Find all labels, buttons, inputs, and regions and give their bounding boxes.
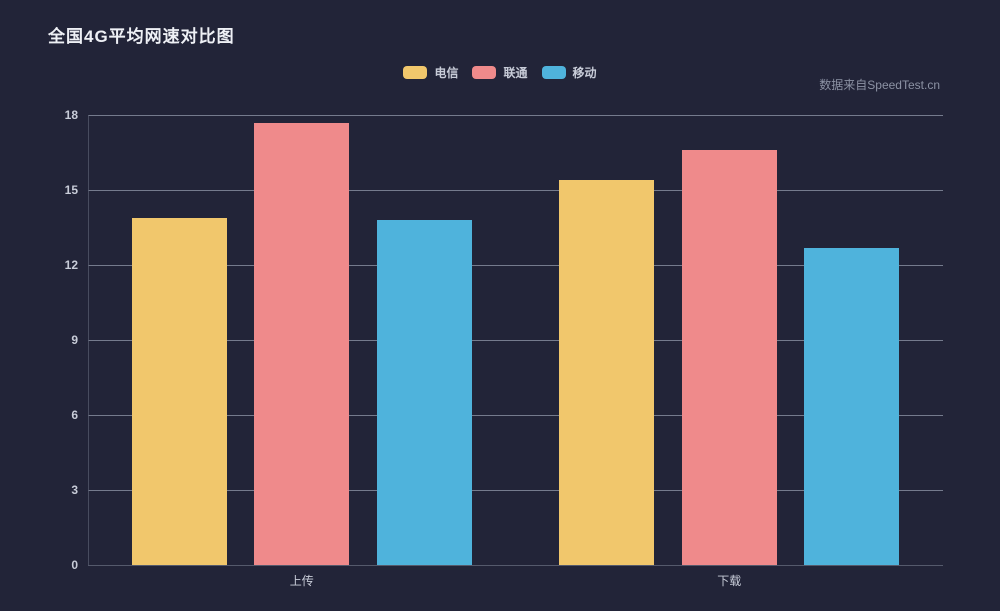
- x-axis-tick-label: 下载: [717, 574, 742, 588]
- bar-电信-下载: [559, 180, 655, 565]
- legend-item-联通[interactable]: 联通: [472, 64, 528, 81]
- y-axis-tick-label: 15: [64, 183, 78, 197]
- gridline-y12: [88, 265, 943, 266]
- legend-item-移动[interactable]: 移动: [541, 64, 597, 81]
- bar-联通-上传: [254, 122, 350, 565]
- y-axis-tick-label: 18: [64, 108, 78, 122]
- legend-item-label: 移动: [572, 66, 597, 80]
- bar-电信-上传: [131, 217, 227, 565]
- y-axis-tick-label: 0: [71, 558, 78, 572]
- y-axis-tick-label: 9: [71, 333, 78, 347]
- legend-item-电信[interactable]: 电信: [403, 64, 458, 81]
- bar-移动-上传: [376, 220, 472, 565]
- x-axis-line: [88, 565, 943, 566]
- chart-title: 全国4G平均网速对比图: [48, 27, 235, 46]
- y-axis-tick-label: 6: [71, 408, 78, 422]
- legend-swatch-icon: [541, 66, 566, 79]
- bar-移动-下载: [804, 247, 900, 565]
- y-axis-tick-label: 12: [64, 258, 78, 272]
- gridline-y9: [88, 340, 943, 341]
- legend-swatch-icon: [403, 66, 428, 79]
- gridline-y6: [88, 415, 943, 416]
- gridline-y3: [88, 490, 943, 491]
- legend: 电信 联通 移动: [0, 64, 1000, 81]
- y-axis-line: [88, 115, 89, 565]
- x-axis-tick-label: 上传: [289, 574, 314, 588]
- gridline-y18: [88, 115, 943, 116]
- gridline-y15: [88, 190, 943, 191]
- legend-item-label: 联通: [503, 66, 528, 80]
- plot-area: 0 3 6 9 12 15 18 上传 下载: [65, 108, 943, 595]
- source-note: 数据来自SpeedTest.cn: [819, 78, 940, 92]
- y-axis-tick-label: 3: [71, 483, 78, 497]
- bar-联通-下载: [681, 150, 777, 565]
- legend-swatch-icon: [472, 66, 497, 79]
- legend-item-label: 电信: [434, 66, 459, 80]
